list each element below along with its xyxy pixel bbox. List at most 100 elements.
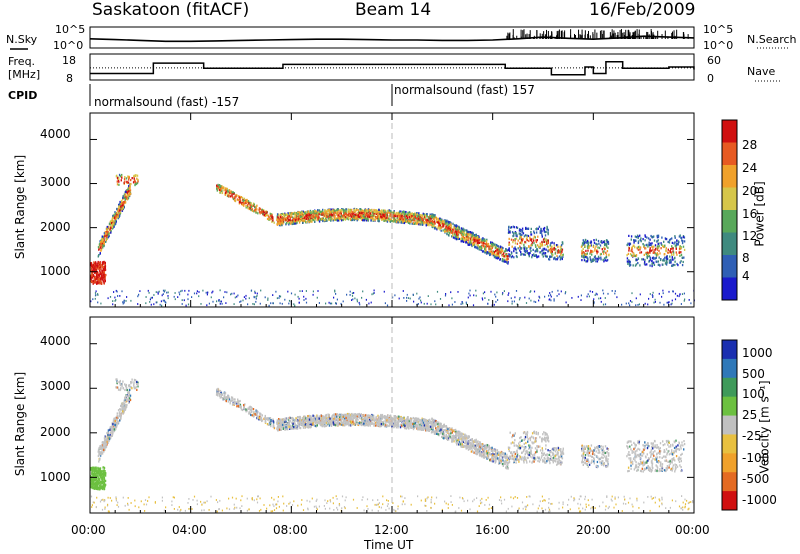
echo-cell: [216, 184, 218, 187]
echo-cell: [653, 257, 655, 260]
echo-cell: [600, 252, 602, 256]
echo-cell: [331, 210, 333, 213]
echo-cell: [119, 411, 121, 414]
echo-cell: [404, 216, 406, 219]
echo-cell: [187, 298, 189, 301]
echo-cell: [310, 214, 312, 217]
echo-cell: [211, 291, 213, 294]
echo-cell: [216, 187, 218, 190]
echo-cell: [161, 294, 163, 297]
echo-cell: [303, 211, 306, 214]
echo-cell: [455, 224, 458, 227]
echo-cell: [602, 289, 604, 292]
echo-cell: [465, 229, 467, 232]
echo-cell: [649, 238, 651, 241]
echo-cell: [158, 290, 160, 293]
echo-cell: [611, 290, 613, 292]
echo-cell: [454, 236, 456, 240]
echo-cell: [379, 212, 381, 215]
echo-cell: [205, 291, 207, 294]
echo-cell: [440, 218, 442, 221]
echo-cell: [460, 237, 463, 240]
echo-cell: [419, 214, 421, 217]
echo-cell: [448, 304, 450, 307]
echo-cell: [594, 249, 596, 252]
echo-cell: [634, 239, 637, 242]
echo-cell: [489, 251, 491, 254]
echo-cell: [581, 249, 583, 252]
echo-cell: [153, 303, 155, 306]
echo-cell: [105, 236, 107, 239]
echo-cell: [432, 224, 434, 228]
echo-cell: [313, 216, 315, 219]
echo-cell: [97, 487, 99, 490]
echo-cell: [535, 301, 537, 303]
echo-cell: [625, 302, 627, 305]
echo-cell: [409, 222, 411, 225]
echo-cell: [249, 203, 251, 207]
echo-cell: [96, 469, 98, 472]
echo-cell: [458, 227, 461, 230]
echo-cell: [405, 214, 408, 218]
echo-cell: [581, 255, 583, 258]
echo-cell: [451, 303, 453, 306]
echo-cell: [666, 301, 668, 304]
echo-cell: [557, 256, 559, 259]
echo-cell: [100, 451, 103, 454]
echo-cell: [276, 223, 278, 226]
echo-cell: [422, 222, 424, 225]
echo-cell: [639, 293, 641, 296]
echo-cell: [662, 292, 664, 295]
echo-cell: [91, 280, 93, 283]
echo-cell: [424, 215, 426, 219]
echo-cell: [115, 217, 117, 220]
echo-cell: [498, 254, 500, 257]
echo-cell: [529, 291, 531, 293]
echo-cell: [473, 294, 475, 297]
echo-cell: [471, 232, 474, 235]
echo-cell: [530, 233, 533, 236]
echo-cell: [484, 242, 486, 246]
echo-cell: [262, 210, 265, 213]
echo-cell: [462, 236, 465, 239]
echo-cell: [125, 177, 128, 180]
echo-cell: [674, 292, 677, 295]
echo-cell: [596, 250, 598, 253]
echo-cell: [100, 473, 103, 476]
echo-cell: [368, 212, 371, 215]
echo-cell: [595, 242, 597, 245]
echo-cell: [519, 237, 521, 240]
echo-cell: [370, 214, 372, 217]
echo-cell: [390, 211, 392, 214]
echo-cell: [678, 295, 680, 298]
echo-cell: [324, 219, 326, 222]
echo-cell: [485, 240, 488, 243]
echo-cell: [544, 295, 546, 298]
echo-cell: [270, 302, 272, 305]
echo-cell: [652, 291, 654, 294]
echo-cell: [305, 297, 307, 300]
echo-cell: [255, 209, 257, 212]
echo-cell: [351, 212, 353, 216]
echo-cell: [545, 255, 547, 258]
echo-cell: [357, 209, 359, 212]
echo-cell: [412, 293, 414, 296]
echo-cell: [256, 204, 258, 207]
echo-cell: [592, 245, 595, 248]
echo-cell: [336, 219, 339, 222]
echo-cell: [434, 227, 436, 230]
echo-cell: [251, 204, 253, 207]
echo-cell: [99, 262, 101, 265]
echo-cell: [371, 213, 373, 216]
echo-cell: [493, 243, 495, 246]
echo-cell: [419, 218, 421, 221]
echo-cell: [607, 240, 609, 243]
echo-cell: [472, 243, 474, 246]
echo-cell: [279, 302, 281, 305]
echo-cell: [90, 276, 92, 279]
echo-cell: [100, 249, 102, 252]
echo-cell: [584, 239, 587, 242]
echo-cell: [533, 242, 535, 245]
echo-cell: [556, 250, 559, 253]
echo-cell: [417, 221, 419, 225]
